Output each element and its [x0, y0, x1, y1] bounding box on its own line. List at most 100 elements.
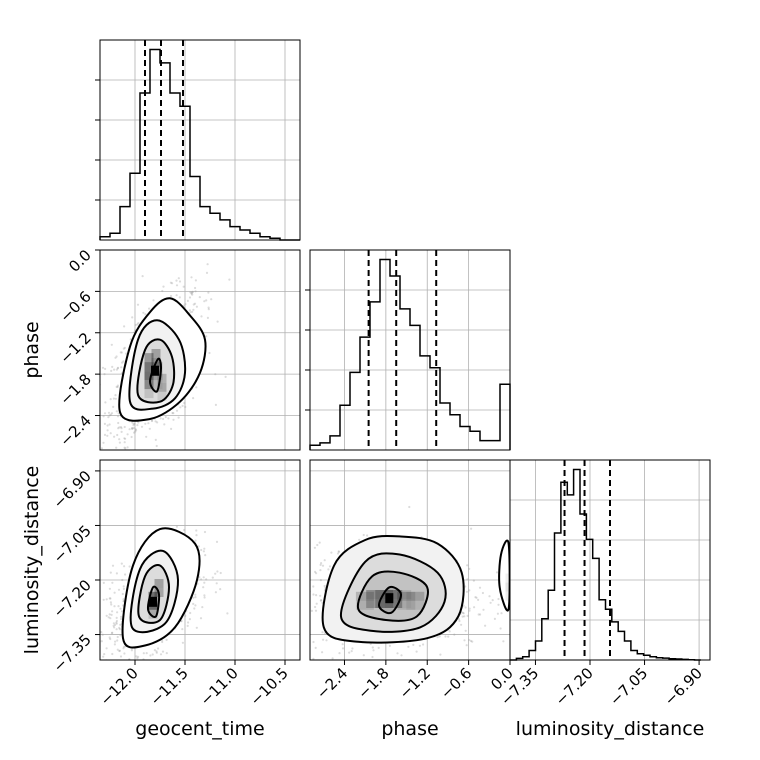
ylabel-luminosity_distance: luminosity_distance [21, 466, 43, 655]
scatter-point [228, 278, 231, 281]
hist-panel-frame [309, 249, 511, 451]
contour-1-2-xtick-label-2: −1.2 [396, 664, 434, 702]
peak-marker [149, 596, 157, 607]
scatter-point [98, 666, 100, 668]
scatter-point [118, 426, 121, 429]
density-cell [157, 373, 167, 383]
scatter-point [308, 581, 310, 583]
scatter-point [116, 611, 119, 614]
scatter-point [122, 587, 125, 591]
scatter-point [328, 565, 332, 568]
contour-panel-content [69, 525, 229, 678]
scatter-point [319, 594, 322, 597]
scatter-point [116, 367, 119, 370]
scatter-point [94, 652, 96, 654]
scatter-point [115, 410, 118, 413]
scatter-point [397, 661, 399, 663]
scatter-point [136, 303, 140, 306]
scatter-point [181, 641, 184, 644]
scatter-point [184, 614, 187, 618]
density-cell [355, 600, 365, 610]
scatter-point [102, 441, 105, 444]
scatter-point [108, 587, 111, 590]
scatter-point [305, 578, 307, 580]
scatter-point [205, 271, 209, 274]
scatter-point [117, 588, 121, 591]
density-cell [505, 591, 510, 601]
scatter-point [122, 645, 126, 649]
scatter-point [110, 369, 113, 372]
scatter-point [133, 422, 136, 425]
scatter-point [207, 291, 210, 294]
scatter-point [155, 444, 158, 448]
scatter-point [224, 375, 227, 378]
density-cell [406, 591, 416, 601]
scatter-point [113, 643, 116, 646]
scatter-point [305, 600, 307, 602]
scatter-point [121, 578, 124, 582]
histogram-luminosity_distance [510, 468, 701, 661]
scatter-point [167, 417, 170, 420]
scatter-point [137, 655, 140, 658]
scatter-point [477, 598, 480, 602]
scatter-point [475, 596, 478, 599]
scatter-point [88, 667, 90, 669]
scatter-point [122, 598, 125, 601]
scatter-point [114, 394, 117, 397]
contour-1-2-xtick-label-3: −0.6 [437, 664, 475, 702]
scatter-point [156, 421, 159, 424]
scatter-point [117, 421, 120, 425]
xlabel-luminosity_distance: luminosity_distance [516, 718, 705, 740]
scatter-point [155, 651, 158, 654]
scatter-point [122, 647, 125, 650]
scatter-point [415, 650, 418, 653]
scatter-point [202, 576, 205, 579]
scatter-point [117, 427, 120, 430]
scatter-point [205, 335, 208, 338]
scatter-point [142, 311, 145, 314]
scatter-point [120, 615, 123, 619]
scatter-point [471, 640, 474, 643]
scatter-point [119, 351, 122, 354]
scatter-point [86, 397, 88, 399]
scatter-point [121, 592, 124, 596]
scatter-point [159, 417, 162, 420]
scatter-point [323, 559, 326, 562]
scatter-point [110, 412, 114, 415]
scatter-point [97, 658, 99, 660]
scatter-point [120, 351, 123, 354]
scatter-point [103, 422, 106, 425]
contour-line-1 [356, 570, 429, 622]
contour-line-3 [321, 535, 465, 644]
scatter-point [105, 647, 108, 650]
scatter-point [126, 433, 129, 436]
scatter-point [69, 676, 71, 678]
scatter-point [111, 581, 114, 584]
scatter-point [87, 661, 89, 663]
density-cell [148, 609, 158, 619]
scatter-point [106, 434, 109, 437]
scatter-point [464, 629, 467, 632]
scatter-point [123, 437, 126, 440]
contour-panel-content [86, 263, 231, 450]
scatter-point [122, 585, 125, 588]
scatter-point [226, 612, 229, 615]
scatter-point [119, 426, 123, 429]
scatter-point [154, 438, 157, 441]
scatter-point [200, 315, 203, 318]
scatter-point [325, 639, 328, 642]
scatter-point [470, 527, 473, 530]
scatter-point [203, 594, 206, 597]
scatter-point [195, 305, 198, 308]
scatter-point [493, 617, 496, 621]
scatter-point [110, 613, 113, 617]
scatter-point [109, 617, 112, 620]
scatter-point [210, 298, 213, 301]
scatter-point [109, 571, 112, 574]
contour-0-1-ytick-label-4: 0.0 [65, 246, 95, 276]
scatter-point [478, 586, 482, 589]
scatter-point [465, 644, 468, 647]
scatter-point [444, 635, 447, 638]
scatter-point [118, 649, 121, 652]
scatter-point [358, 538, 361, 541]
